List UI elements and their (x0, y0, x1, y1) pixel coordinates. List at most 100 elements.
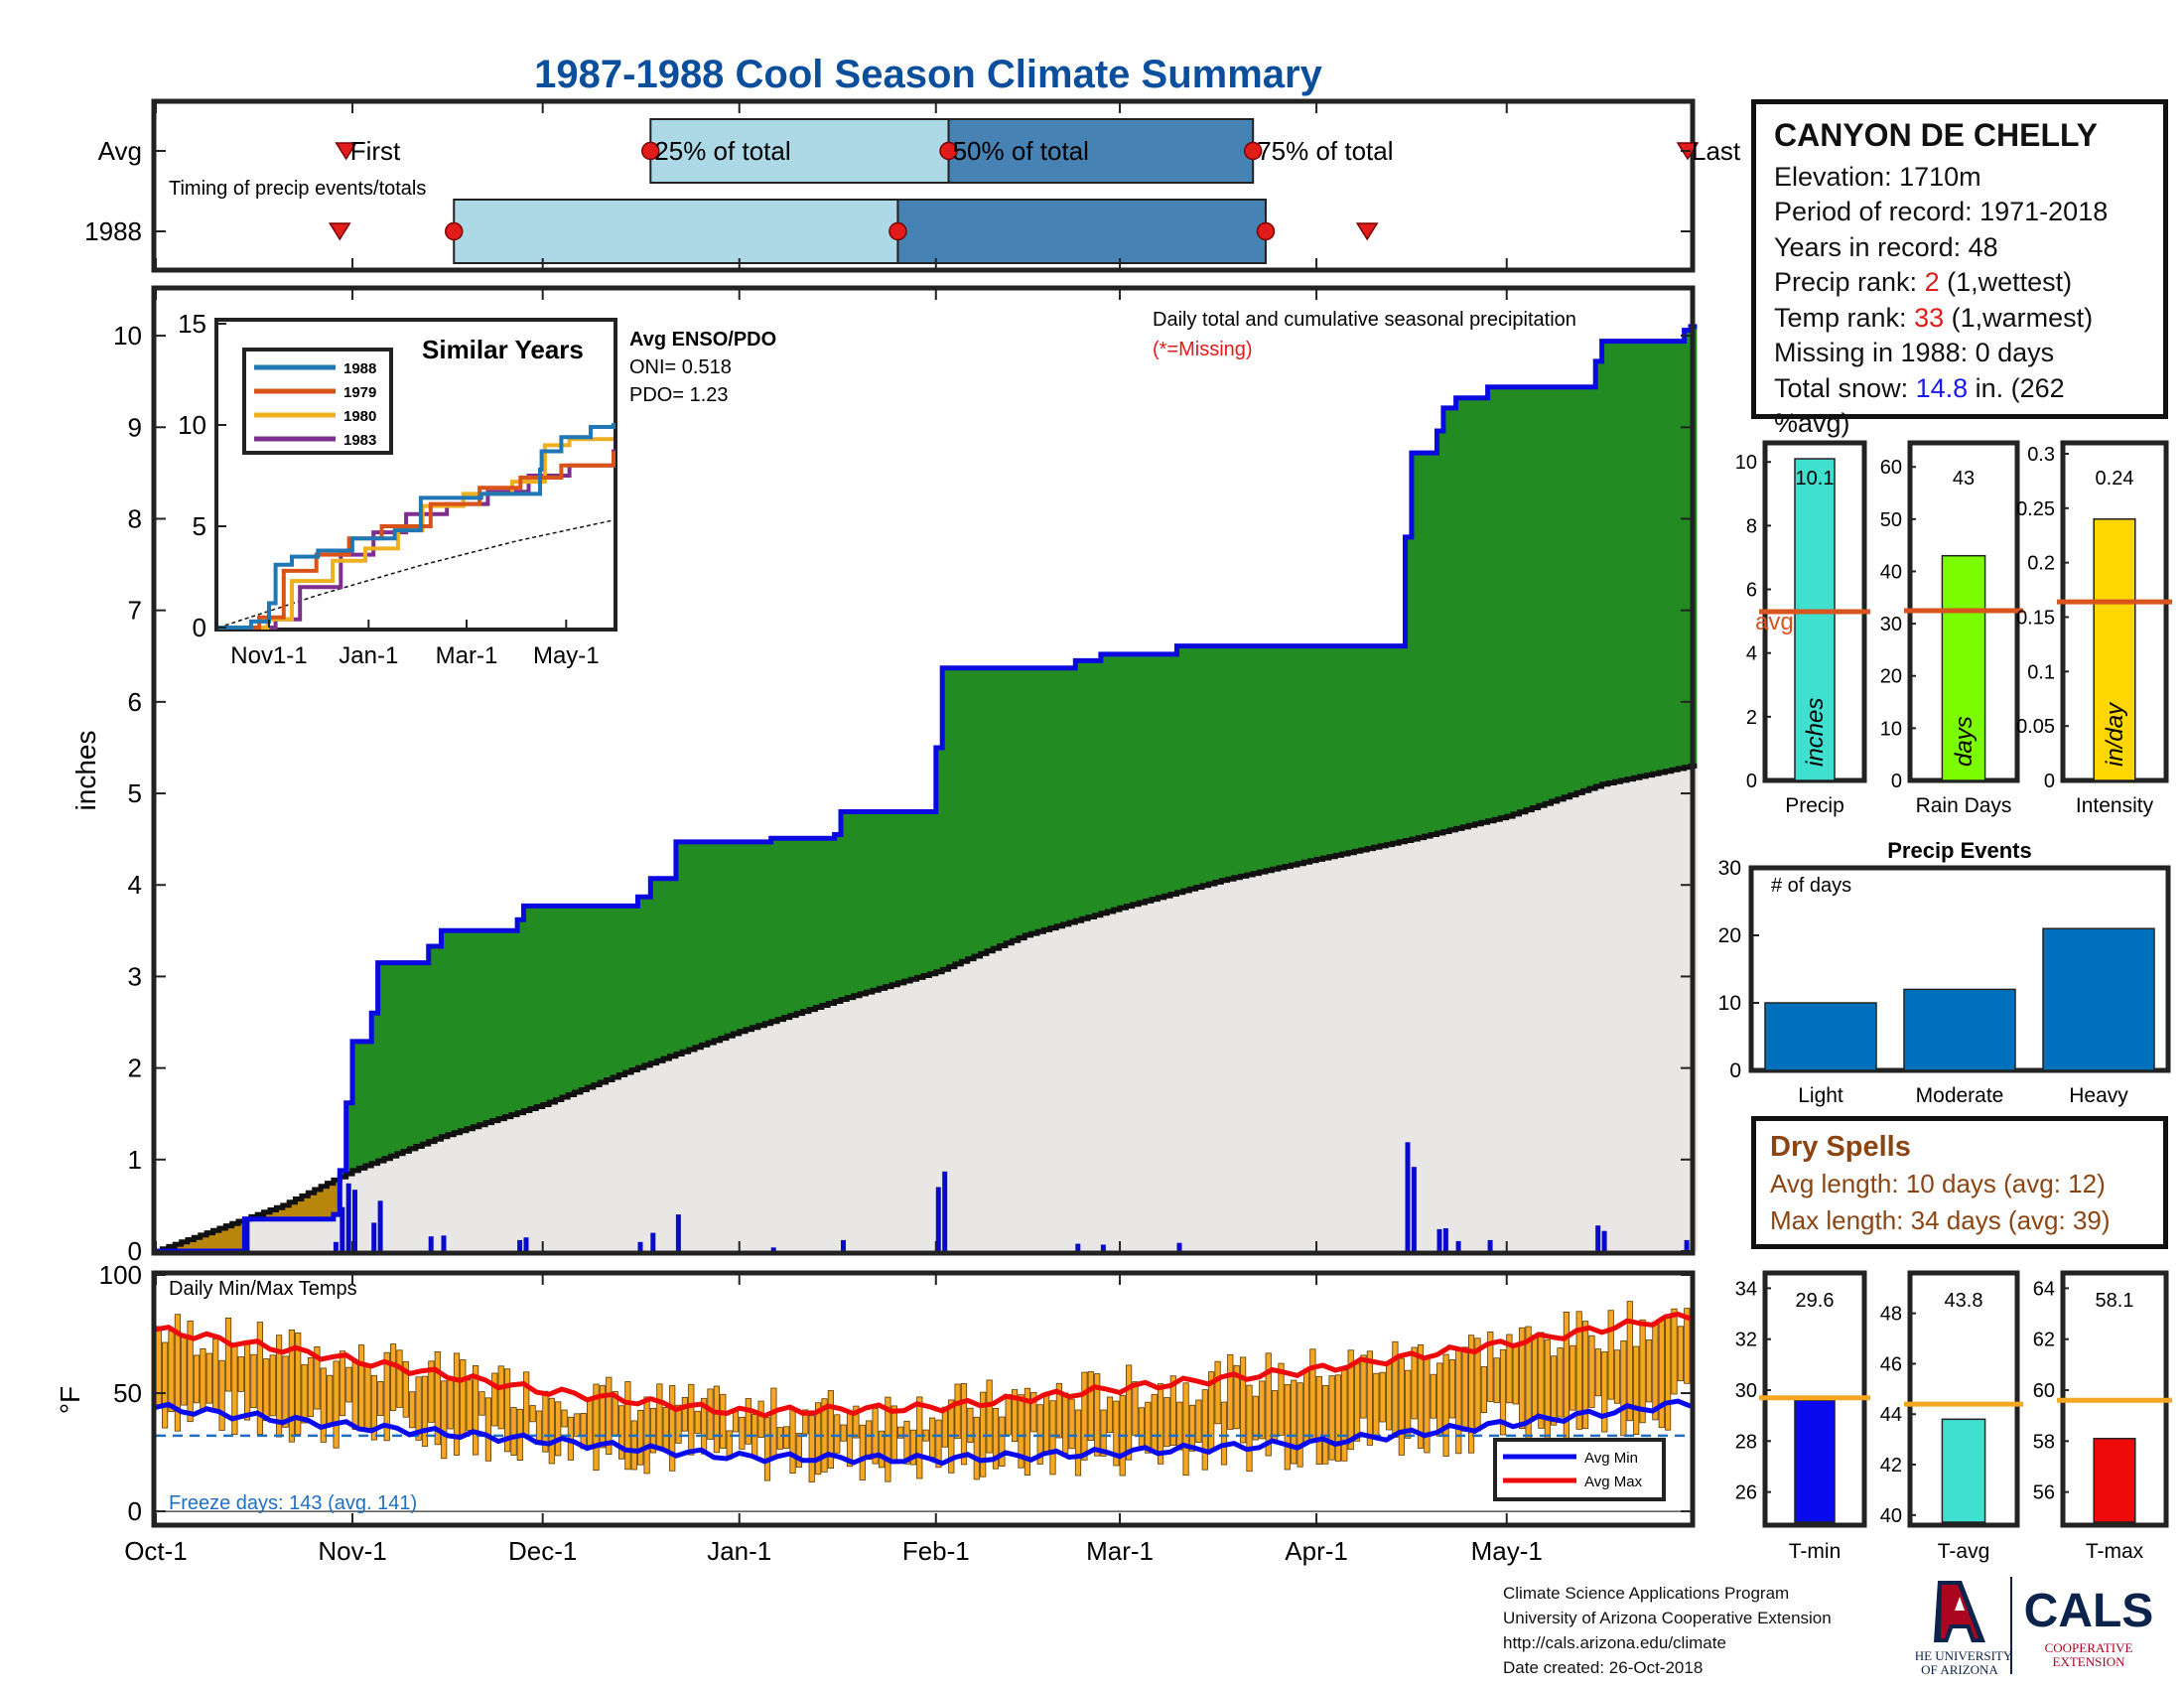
daily-temp-bar (1411, 1346, 1418, 1420)
daily-temp-bar (783, 1426, 790, 1450)
precip-y-tick-label-2: 2 (128, 1054, 142, 1083)
tavg-value-label-T-max: 58.1 (2096, 1290, 2134, 1312)
oni-value: ONI= 0.518 (629, 356, 732, 378)
timing-50-marker-avg (939, 141, 958, 161)
daily-temp-bar (320, 1367, 327, 1443)
daily-temp-bar (795, 1433, 803, 1469)
inset-x-tick-label-Mar-1: Mar-1 (436, 642, 498, 669)
timing-box-1988-q1 (453, 199, 899, 264)
daily-temp-bar (1158, 1383, 1164, 1465)
totals-value-label-Intensity: 0.24 (2096, 468, 2134, 490)
daily-temp-bar (1366, 1350, 1373, 1446)
daily-precip-bar-1 (333, 1241, 339, 1251)
station-name: CANYON DE CHELLY (1774, 117, 2098, 153)
cals-line1: COOPERATIVE (2045, 1640, 2133, 1655)
daily-temp-bar (1658, 1320, 1665, 1429)
timing-caption: Timing of precip events/totals (169, 178, 426, 200)
timing-25-marker-1988 (445, 221, 464, 241)
daily-temp-bar (1132, 1381, 1139, 1436)
daily-temp-bar (466, 1379, 473, 1431)
daily-temp-bar (212, 1338, 219, 1411)
similar-years-legend-label-1980: 1980 (343, 408, 376, 425)
daily-temp-bar (1417, 1344, 1425, 1449)
events-category-label-Light: Light (1798, 1084, 1843, 1107)
daily-temp-bar (853, 1405, 860, 1439)
daily-temp-bar (840, 1424, 847, 1442)
tavg-y-tick-label: 32 (1735, 1330, 1757, 1351)
totals-value-label-Precip: 10.1 (1796, 468, 1835, 490)
tavg-y-tick-label: 56 (2033, 1482, 2055, 1504)
inset-y-tick-label-0: 0 (193, 613, 206, 642)
daily-temp-bar (903, 1420, 910, 1465)
timing-label-75: 75% of total (1257, 136, 1393, 166)
daily-temp-bar (1272, 1390, 1279, 1441)
similar-years-line-1979 (218, 451, 615, 630)
daily-temp-bar (491, 1372, 498, 1427)
daily-temp-bar (396, 1349, 403, 1408)
tavg-y-tick-label: 44 (1880, 1404, 1902, 1426)
totals-y-tick-label: 10 (1735, 452, 1757, 474)
date-axis-label-Mar-1: Mar-1 (1086, 1536, 1154, 1566)
totals-y-tick-label: 0 (1891, 771, 1902, 792)
daily-temp-bar (1094, 1373, 1101, 1457)
events-title: Precip Events (1887, 838, 2032, 863)
freeze-days-note: Freeze days: 143 (avg. 141) (169, 1492, 417, 1514)
temp-y-tick-label-50: 50 (113, 1378, 142, 1408)
daily-precip-bar-29 (1684, 1239, 1690, 1251)
daily-temp-bar (960, 1383, 968, 1466)
tavg-category-label-T-max: T-max (2086, 1540, 2144, 1563)
daily-temp-bar (1430, 1373, 1436, 1419)
temp-y-tick-label-100: 100 (99, 1260, 142, 1290)
daily-temp-bar (1138, 1407, 1145, 1450)
daily-temp-bar (1594, 1348, 1601, 1397)
timing-label-25: 25% of total (654, 136, 790, 166)
daily-precip-bar-19 (1100, 1244, 1106, 1251)
daily-temp-bar (1613, 1349, 1621, 1404)
tavg-y-tick-label: 58 (2033, 1431, 2055, 1453)
timing-row-label-avg: Avg (98, 136, 142, 166)
tavg-value-label-T-avg: 43.8 (1945, 1290, 1983, 1312)
totals-y-tick-label: 30 (1880, 614, 1902, 635)
inset-x-tick-label-Jan-1: Jan-1 (339, 642, 398, 669)
daily-temp-bar (1436, 1362, 1443, 1437)
inset-y-tick-label-15: 15 (178, 309, 206, 339)
daily-temp-bar (1582, 1321, 1589, 1430)
daily-precip-bar-8 (441, 1235, 447, 1251)
precip-y-tick-label-9: 9 (128, 412, 142, 442)
precip-y-tick-label-10: 10 (113, 321, 142, 351)
similar-years-title: Similar Years (422, 335, 584, 364)
daily-temp-bar (1233, 1364, 1240, 1430)
daily-temp-bar (1214, 1360, 1221, 1425)
tavg-y-tick-label: 62 (2033, 1330, 2055, 1351)
daily-precip-bar-28 (1601, 1230, 1607, 1251)
events-y-tick-label-10: 10 (1718, 992, 1741, 1015)
daily-precip-bar-4 (352, 1190, 357, 1251)
daily-temp-bar (618, 1405, 625, 1460)
daily-temp-bar (1169, 1375, 1176, 1446)
enso-title: Avg ENSO/PDO (629, 329, 776, 351)
tavg-y-tick-label: 48 (1880, 1304, 1902, 1326)
daily-temps-panel: 0 50 100 Daily Min/Max Temps °F Freeze day… (55, 1260, 1696, 1528)
daily-temp-bar (1677, 1326, 1684, 1381)
events-y-tick-label-30: 30 (1718, 857, 1741, 880)
daily-temp-bar (1188, 1404, 1196, 1452)
precip-y-tick-label-3: 3 (128, 961, 142, 991)
daily-temp-bar (364, 1364, 371, 1431)
tavg-y-tick-label: 46 (1880, 1353, 1902, 1375)
dry-spells-box: Dry Spells Avg length: 10 days (avg: 12)… (1751, 1116, 2168, 1249)
daily-temp-bar (421, 1375, 429, 1447)
observed-cumulative-line (156, 324, 1698, 1254)
figure-title: 1987-1988 Cool Season Climate Summary (534, 53, 1322, 96)
daily-precip-bar-9 (517, 1239, 523, 1251)
totals-y-tick-label: 0 (1746, 771, 1757, 792)
daily-temp-bar (1106, 1396, 1114, 1434)
daily-temp-bar (168, 1331, 175, 1412)
daily-precip-bar-25 (1455, 1240, 1461, 1251)
daily-temp-bar (834, 1414, 841, 1454)
daily-temp-bar (250, 1353, 257, 1408)
date-axis-label-Nov-1: Nov-1 (318, 1536, 386, 1566)
totals-y-tick-label: 0.25 (2016, 498, 2055, 520)
inset-x-tick-label-May-1: May-1 (533, 642, 600, 669)
tavg-y-tick-label: 26 (1735, 1482, 1757, 1504)
date-axis-label-Apr-1: Apr-1 (1285, 1536, 1348, 1566)
